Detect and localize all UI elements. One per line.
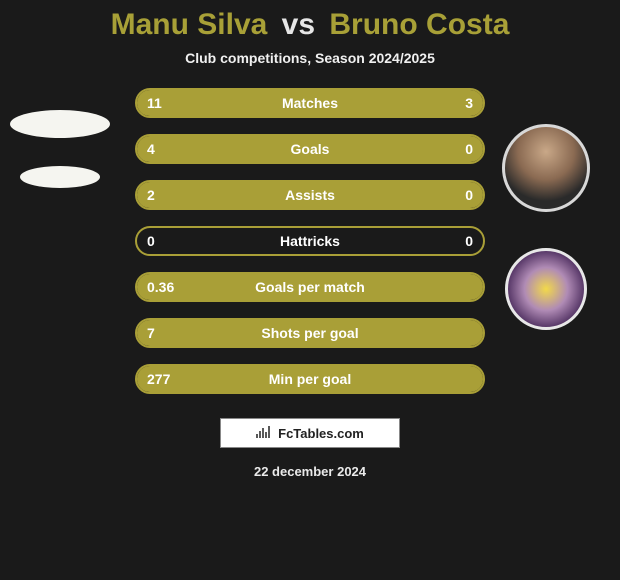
player2-club-badge-icon: [505, 248, 587, 330]
player2-avatar-column: [502, 124, 590, 330]
stat-row: 277Min per goal: [135, 364, 485, 394]
stat-label: Hattricks: [135, 226, 485, 256]
vs-label: vs: [282, 8, 315, 41]
stat-row: 7Shots per goal: [135, 318, 485, 348]
player1-name: Manu Silva: [111, 8, 268, 41]
chart-icon: [256, 425, 272, 442]
stat-label: Assists: [135, 180, 485, 210]
player2-photo-icon: [502, 124, 590, 212]
stat-row: 113Matches: [135, 88, 485, 118]
player1-club-placeholder-icon: [20, 166, 100, 188]
stat-label: Shots per goal: [135, 318, 485, 348]
stat-label: Goals: [135, 134, 485, 164]
stat-row: 20Assists: [135, 180, 485, 210]
stat-label: Matches: [135, 88, 485, 118]
player1-avatar-column: [10, 110, 110, 188]
stat-label: Min per goal: [135, 364, 485, 394]
player1-placeholder-icon: [10, 110, 110, 138]
subtitle: Club competitions, Season 2024/2025: [185, 50, 435, 66]
stat-row: 0.36Goals per match: [135, 272, 485, 302]
stats-list: 113Matches 40Goals 20Assists 00Hattricks 0.3…: [135, 88, 485, 394]
player2-name: Bruno Costa: [329, 8, 509, 41]
branding-badge[interactable]: FcTables.com: [220, 418, 400, 448]
page-title: Manu Silva vs Bruno Costa: [111, 8, 510, 42]
date-label: 22 december 2024: [254, 464, 366, 479]
stat-row: 40Goals: [135, 134, 485, 164]
stat-label: Goals per match: [135, 272, 485, 302]
stat-row: 00Hattricks: [135, 226, 485, 256]
branding-text: FcTables.com: [278, 426, 364, 441]
